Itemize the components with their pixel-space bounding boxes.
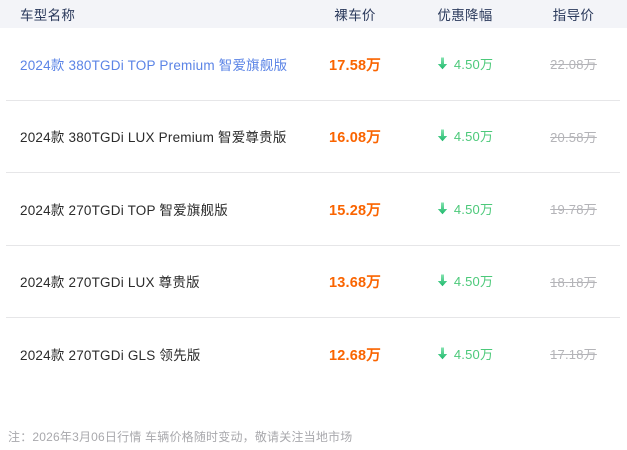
bare-price-value: 17.58万 xyxy=(329,57,381,74)
column-header-discount: 优惠降幅 xyxy=(437,8,493,23)
discount-group: 4.50万 xyxy=(437,344,493,363)
arrow-down-icon xyxy=(437,202,448,215)
guide-price-value: 22.08万 xyxy=(550,57,597,73)
cell-bare-price: 15.28万 xyxy=(300,199,410,220)
guide-price-value: 20.58万 xyxy=(550,129,597,145)
model-name-text[interactable]: 2024款 270TGDi TOP 智爱旗舰版 xyxy=(20,202,228,218)
row-divider xyxy=(6,317,620,318)
cell-guide-price: 19.78万 xyxy=(520,199,627,219)
cell-model-name: 2024款 380TGDi TOP Premium 智爱旗舰版 xyxy=(0,54,300,75)
cell-guide-price: 22.08万 xyxy=(520,54,627,74)
model-name-text[interactable]: 2024款 380TGDi LUX Premium 智爱尊贵版 xyxy=(20,130,287,146)
cell-bare-price: 13.68万 xyxy=(300,271,410,292)
table-row[interactable]: 2024款 270TGDi GLS 领先版 12.68万 4.50万 xyxy=(0,318,627,391)
cell-discount: 4.50万 xyxy=(410,199,520,220)
cell-model-name: 2024款 380TGDi LUX Premium 智爱尊贵版 xyxy=(0,126,300,147)
bare-price-value: 16.08万 xyxy=(329,130,381,147)
cell-discount: 4.50万 xyxy=(410,271,520,292)
discount-value: 4.50万 xyxy=(453,346,494,362)
column-header-bare-price: 裸车价 xyxy=(334,8,376,23)
discount-value: 4.50万 xyxy=(453,201,494,217)
table-row[interactable]: 2024款 380TGDi LUX Premium 智爱尊贵版 16.08万 xyxy=(0,101,627,173)
cell-discount: 4.50万 xyxy=(410,126,520,147)
cell-guide-price: 17.18万 xyxy=(520,344,627,364)
model-name-text[interactable]: 2024款 270TGDi LUX 尊贵版 xyxy=(20,275,200,291)
bare-price-value: 13.68万 xyxy=(329,275,381,292)
table-footnote: 注：2026年3月06日行情 车辆价格随时变动，敬请关注当地市场 xyxy=(8,430,353,444)
cell-guide-price: 20.58万 xyxy=(520,127,627,147)
discount-value: 4.50万 xyxy=(453,56,494,72)
discount-group: 4.50万 xyxy=(437,271,493,290)
model-name-link[interactable]: 2024款 380TGDi TOP Premium 智爱旗舰版 xyxy=(20,57,288,73)
row-divider xyxy=(6,172,620,173)
cell-model-name: 2024款 270TGDi LUX 尊贵版 xyxy=(0,271,300,292)
cell-guide-price: 18.18万 xyxy=(520,272,627,292)
cell-discount: 4.50万 xyxy=(410,54,520,75)
table-row[interactable]: 2024款 270TGDi TOP 智爱旗舰版 15.28万 4.50 xyxy=(0,173,627,246)
row-divider xyxy=(6,99,620,101)
table-row[interactable]: 2024款 270TGDi LUX 尊贵版 13.68万 4.50万 xyxy=(0,246,627,318)
discount-group: 4.50万 xyxy=(437,199,493,218)
model-name-text[interactable]: 2024款 270TGDi GLS 领先版 xyxy=(20,347,201,363)
cell-bare-price: 12.68万 xyxy=(300,344,410,365)
column-header-model-name: 车型名称 xyxy=(20,8,76,23)
row-divider xyxy=(6,244,620,246)
arrow-down-icon xyxy=(437,57,448,70)
bare-price-value: 15.28万 xyxy=(329,202,381,219)
cell-bare-price: 16.08万 xyxy=(300,126,410,147)
arrow-down-icon xyxy=(437,347,448,360)
cell-model-name: 2024款 270TGDi TOP 智爱旗舰版 xyxy=(0,199,300,220)
bare-price-value: 12.68万 xyxy=(329,347,381,364)
column-header-guide-price: 指导价 xyxy=(552,8,595,23)
table-header-row: 车型名称 裸车价 优惠降幅 指导价 xyxy=(0,0,627,28)
guide-price-value: 19.78万 xyxy=(550,202,597,218)
cell-discount: 4.50万 xyxy=(410,344,520,365)
table-body: 2024款 380TGDi TOP Premium 智爱旗舰版 17.58万 xyxy=(0,28,627,391)
discount-value: 4.50万 xyxy=(453,274,494,290)
discount-group: 4.50万 xyxy=(437,54,493,73)
guide-price-value: 17.18万 xyxy=(550,347,597,363)
arrow-down-icon xyxy=(437,274,448,287)
guide-price-value: 18.18万 xyxy=(550,274,597,290)
discount-group: 4.50万 xyxy=(437,126,493,145)
cell-model-name: 2024款 270TGDi GLS 领先版 xyxy=(0,344,300,365)
arrow-down-icon xyxy=(437,129,448,142)
cell-bare-price: 17.58万 xyxy=(300,54,410,75)
table-row[interactable]: 2024款 380TGDi TOP Premium 智爱旗舰版 17.58万 xyxy=(0,28,627,101)
discount-value: 4.50万 xyxy=(453,129,494,145)
